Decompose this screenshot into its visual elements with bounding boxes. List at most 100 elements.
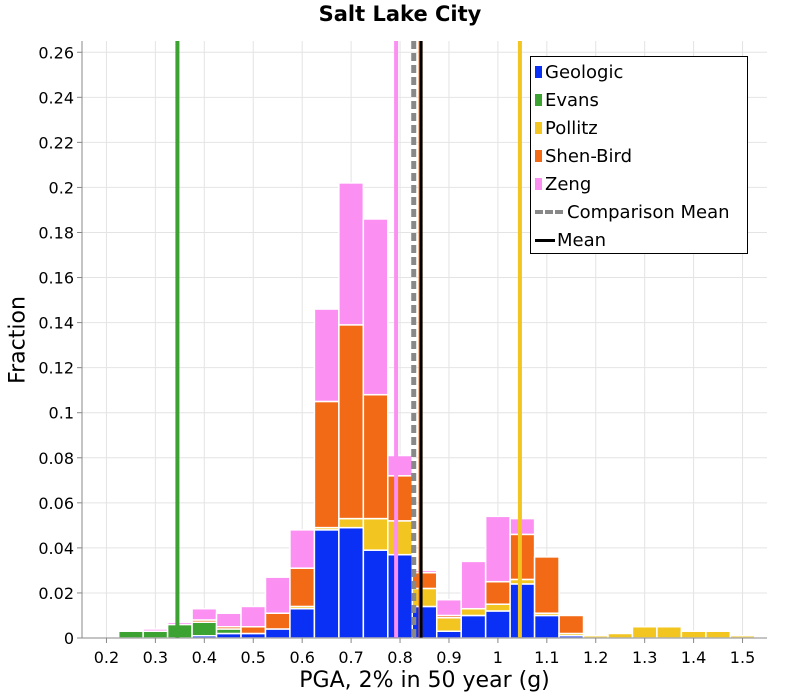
bar-geologic xyxy=(362,549,389,639)
y-tick-label: 0.02 xyxy=(38,584,74,603)
bar-evans xyxy=(142,630,169,639)
legend-swatch xyxy=(535,238,555,242)
x-tick-label: 0.7 xyxy=(338,648,363,667)
x-tick-label: 0.6 xyxy=(289,648,314,667)
legend-swatch xyxy=(535,122,542,134)
bar-geologic xyxy=(338,526,365,639)
y-tick-label: 0.1 xyxy=(49,404,74,423)
x-tick-label: 0.3 xyxy=(143,648,168,667)
legend-label: Shen-Bird xyxy=(545,145,633,167)
y-tick-label: 0.16 xyxy=(38,269,74,288)
legend-swatch xyxy=(535,150,542,162)
legend-label: Mean xyxy=(557,229,607,251)
legend-item-geologic: Geologic xyxy=(535,59,623,85)
y-tick-label: 0 xyxy=(64,629,74,648)
x-tick-label: 1.2 xyxy=(583,648,608,667)
bar-zeng xyxy=(362,218,389,396)
x-tick-label: 1.3 xyxy=(632,648,657,667)
bar-zeng xyxy=(142,628,169,632)
bar-geologic xyxy=(264,628,291,639)
legend-label: Zeng xyxy=(545,173,592,195)
legend-item-comparison-mean: Comparison Mean xyxy=(535,199,730,225)
bar-zeng xyxy=(289,529,316,569)
bar-zeng xyxy=(240,605,267,628)
bar-evans xyxy=(191,621,218,637)
vertical-lines xyxy=(175,41,522,638)
bar-shen-bird xyxy=(484,580,511,605)
bar-pollitz xyxy=(705,630,732,639)
y-tick-label: 0.08 xyxy=(38,449,74,468)
x-axis-label: PGA, 2% in 50 year (g) xyxy=(299,668,550,693)
bar-shen-bird xyxy=(362,393,389,520)
y-tick-label: 0.22 xyxy=(38,133,74,152)
bar-zeng xyxy=(387,454,414,477)
bar-pollitz xyxy=(362,517,389,551)
bar-zeng xyxy=(313,308,340,403)
bar-pollitz xyxy=(680,630,707,639)
legend-swatch xyxy=(535,178,542,190)
bar-pollitz xyxy=(435,616,462,632)
bar-shen-bird xyxy=(338,324,365,520)
bar-pollitz xyxy=(607,632,634,639)
legend-label: Geologic xyxy=(545,61,624,83)
bar-geologic xyxy=(387,553,414,639)
bar-pollitz xyxy=(387,520,414,556)
bar-zeng xyxy=(264,576,291,614)
bar-shen-bird xyxy=(509,533,536,581)
x-tick-label: 0.9 xyxy=(436,648,461,667)
bar-geologic xyxy=(460,614,487,639)
chart-title: Salt Lake City xyxy=(318,2,482,26)
legend-item-mean: Mean xyxy=(535,227,606,253)
y-tick-label: 0.06 xyxy=(38,494,74,513)
bar-shen-bird xyxy=(387,475,414,522)
legend-swatch xyxy=(535,66,542,78)
bar-geologic xyxy=(533,614,560,639)
legend-swatch xyxy=(535,94,542,106)
bar-shen-bird xyxy=(313,400,340,529)
y-tick-label: 0.04 xyxy=(38,539,74,558)
bar-shen-bird xyxy=(558,614,585,635)
bar-geologic xyxy=(484,610,511,639)
bar-pollitz xyxy=(338,517,365,529)
x-tick-label: 0.4 xyxy=(192,648,217,667)
legend-label: Evans xyxy=(545,89,599,111)
bar-shen-bird xyxy=(240,625,267,635)
legend-item-evans: Evans xyxy=(535,87,599,113)
legend-item-pollitz: Pollitz xyxy=(535,115,598,141)
legend-item-shen-bird: Shen-Bird xyxy=(535,143,632,169)
bar-zeng xyxy=(484,515,511,583)
axes xyxy=(81,41,767,639)
x-tick-label: 0.8 xyxy=(387,648,412,667)
bar-shen-bird xyxy=(533,556,560,614)
x-tick-label: 1.4 xyxy=(681,648,706,667)
bar-geologic xyxy=(435,630,462,639)
bar-pollitz xyxy=(484,603,511,612)
bar-zeng xyxy=(338,182,365,326)
y-tick-label: 0.14 xyxy=(38,314,74,333)
legend: Geologic Evans Pollitz Shen-Bird Zeng Compari… xyxy=(530,56,748,254)
y-tick-label: 0.24 xyxy=(38,88,74,107)
bar-shen-bird xyxy=(289,567,316,608)
y-tick-label: 0.12 xyxy=(38,359,74,378)
y-axis-label: Fraction xyxy=(5,296,31,384)
bar-pollitz xyxy=(631,625,658,639)
bar-zeng xyxy=(435,598,462,617)
bar-zeng xyxy=(191,607,218,621)
legend-swatch xyxy=(535,210,563,214)
x-tick-label: 1.1 xyxy=(534,648,559,667)
bar-geologic xyxy=(509,583,536,639)
bar-geologic xyxy=(289,607,316,639)
x-ticks: 0.2 0.3 0.4 0.5 0.6 0.7 0.8 0.9 1 1.1 1.2 1.3 1.4 1.5 xyxy=(94,638,755,667)
bar-zeng xyxy=(215,612,242,628)
x-tick-label: 0.5 xyxy=(241,648,266,667)
bar-pollitz xyxy=(460,607,487,617)
x-tick-label: 1.5 xyxy=(730,648,755,667)
bar-pollitz xyxy=(656,625,683,639)
bar-zeng xyxy=(460,560,487,610)
y-tick-label: 0.2 xyxy=(49,178,74,197)
bar-shen-bird xyxy=(264,612,291,630)
bar-evans xyxy=(117,630,144,639)
legend-label: Pollitz xyxy=(545,117,598,139)
y-ticks: 0 0.02 0.04 0.06 0.08 0.1 0.12 0.14 0.16 0.18 0.2 0… xyxy=(38,43,82,648)
